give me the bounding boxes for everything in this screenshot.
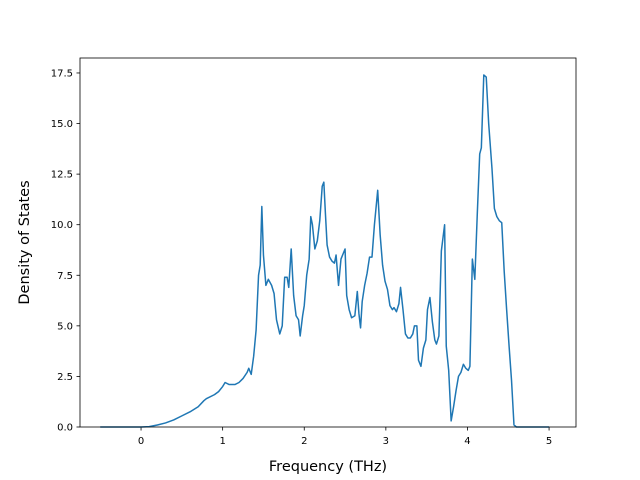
x-tick-label: 4 [464, 436, 470, 447]
y-tick-label: 15.0 [51, 119, 73, 130]
x-tick-label: 5 [546, 436, 552, 447]
y-tick-label: 12.5 [51, 170, 73, 181]
x-tick-label: 1 [219, 436, 225, 447]
y-tick-label: 2.5 [57, 372, 73, 383]
data-line [100, 74, 550, 428]
x-axis-label: Frequency (THz) [269, 459, 387, 475]
y-tick-label: 7.5 [57, 271, 73, 282]
y-tick-label: 0.0 [57, 423, 73, 434]
x-tick-label: 3 [383, 436, 389, 447]
y-tick-label: 10.0 [51, 220, 73, 231]
x-tick-label: 0 [138, 436, 144, 447]
x-tick-label: 2 [301, 436, 307, 447]
y-tick-label: 5.0 [57, 321, 73, 332]
y-axis-label: Density of States [17, 180, 33, 304]
plot-frame [79, 57, 577, 428]
y-tick-label: 17.5 [51, 68, 73, 79]
